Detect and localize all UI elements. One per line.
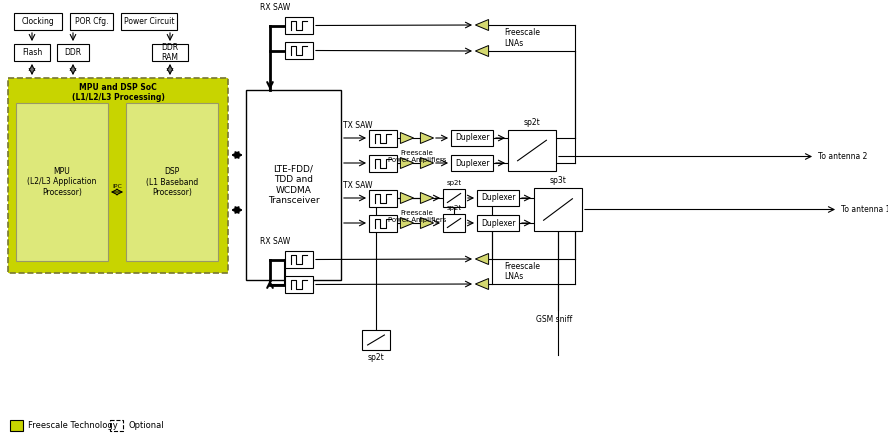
- Text: Optional: Optional: [128, 421, 163, 430]
- Polygon shape: [475, 278, 488, 289]
- Bar: [443, 214, 465, 232]
- Text: Duplexer: Duplexer: [455, 133, 489, 143]
- Text: Freescale
LNAs: Freescale LNAs: [504, 28, 540, 48]
- Text: DDR: DDR: [65, 48, 82, 57]
- Bar: [8, 78, 228, 273]
- Bar: [246, 90, 341, 280]
- Polygon shape: [400, 132, 414, 144]
- Bar: [534, 188, 582, 231]
- Bar: [369, 190, 397, 207]
- Bar: [285, 251, 313, 268]
- Text: To antenna 1: To antenna 1: [841, 205, 888, 214]
- Bar: [451, 130, 493, 146]
- Text: GSM sniff: GSM sniff: [535, 315, 572, 325]
- Polygon shape: [420, 132, 433, 144]
- Bar: [14, 44, 50, 61]
- Bar: [57, 44, 89, 61]
- Text: (L1/L2/L3 Processing): (L1/L2/L3 Processing): [72, 94, 164, 103]
- Bar: [369, 130, 397, 147]
- Bar: [121, 13, 177, 30]
- Polygon shape: [420, 157, 433, 169]
- Bar: [451, 155, 493, 171]
- Bar: [14, 13, 62, 30]
- Bar: [126, 103, 218, 261]
- Text: LTE-FDD/
TDD and
WCDMA
Transceiver: LTE-FDD/ TDD and WCDMA Transceiver: [267, 165, 320, 205]
- Text: sp2t: sp2t: [524, 118, 541, 127]
- Text: RX SAW: RX SAW: [260, 3, 290, 12]
- Bar: [285, 42, 313, 59]
- Bar: [285, 276, 313, 293]
- Polygon shape: [400, 218, 414, 228]
- Text: Flash: Flash: [22, 48, 42, 57]
- Text: Duplexer: Duplexer: [480, 194, 515, 202]
- Polygon shape: [420, 218, 433, 228]
- Text: TX SAW: TX SAW: [343, 182, 372, 190]
- Bar: [443, 189, 465, 207]
- Text: Duplexer: Duplexer: [480, 219, 515, 227]
- Text: sp2t: sp2t: [447, 180, 462, 186]
- Bar: [70, 13, 113, 30]
- Text: RX SAW: RX SAW: [260, 237, 290, 246]
- Bar: [110, 420, 123, 431]
- Text: IPC: IPC: [112, 183, 122, 189]
- Bar: [369, 215, 397, 232]
- Bar: [369, 155, 397, 172]
- Bar: [16, 103, 108, 261]
- Text: sp2t: sp2t: [368, 353, 385, 362]
- Text: sp2t: sp2t: [447, 205, 462, 211]
- Polygon shape: [400, 157, 414, 169]
- Text: Freescale
Power Amplifiers: Freescale Power Amplifiers: [388, 210, 446, 223]
- Text: MPU and DSP SoC: MPU and DSP SoC: [79, 83, 157, 92]
- Bar: [362, 330, 390, 350]
- Text: sp3t: sp3t: [550, 176, 567, 185]
- Bar: [152, 44, 188, 61]
- Text: DDR
RAM: DDR RAM: [162, 43, 178, 62]
- Text: TX SAW: TX SAW: [343, 121, 372, 131]
- Bar: [477, 190, 519, 206]
- Bar: [508, 130, 556, 171]
- Text: Freescale
LNAs: Freescale LNAs: [504, 262, 540, 281]
- Polygon shape: [475, 45, 488, 57]
- Text: MPU
(L2/L3 Application
Processor): MPU (L2/L3 Application Processor): [28, 167, 97, 197]
- Text: Freescale
Power Amplifiers: Freescale Power Amplifiers: [388, 150, 446, 163]
- Bar: [285, 17, 313, 34]
- Polygon shape: [475, 253, 488, 264]
- Text: To antenna 2: To antenna 2: [818, 152, 868, 161]
- Polygon shape: [420, 193, 433, 203]
- Text: Power Circuit: Power Circuit: [123, 17, 174, 26]
- Text: Duplexer: Duplexer: [455, 158, 489, 168]
- Text: POR Cfg.: POR Cfg.: [75, 17, 108, 26]
- Text: Clocking: Clocking: [21, 17, 54, 26]
- Bar: [477, 215, 519, 231]
- Bar: [10, 420, 23, 431]
- Polygon shape: [475, 20, 488, 30]
- Text: DSP
(L1 Baseband
Processor): DSP (L1 Baseband Processor): [146, 167, 198, 197]
- Text: Freescale Technology: Freescale Technology: [28, 421, 118, 430]
- Polygon shape: [400, 193, 414, 203]
